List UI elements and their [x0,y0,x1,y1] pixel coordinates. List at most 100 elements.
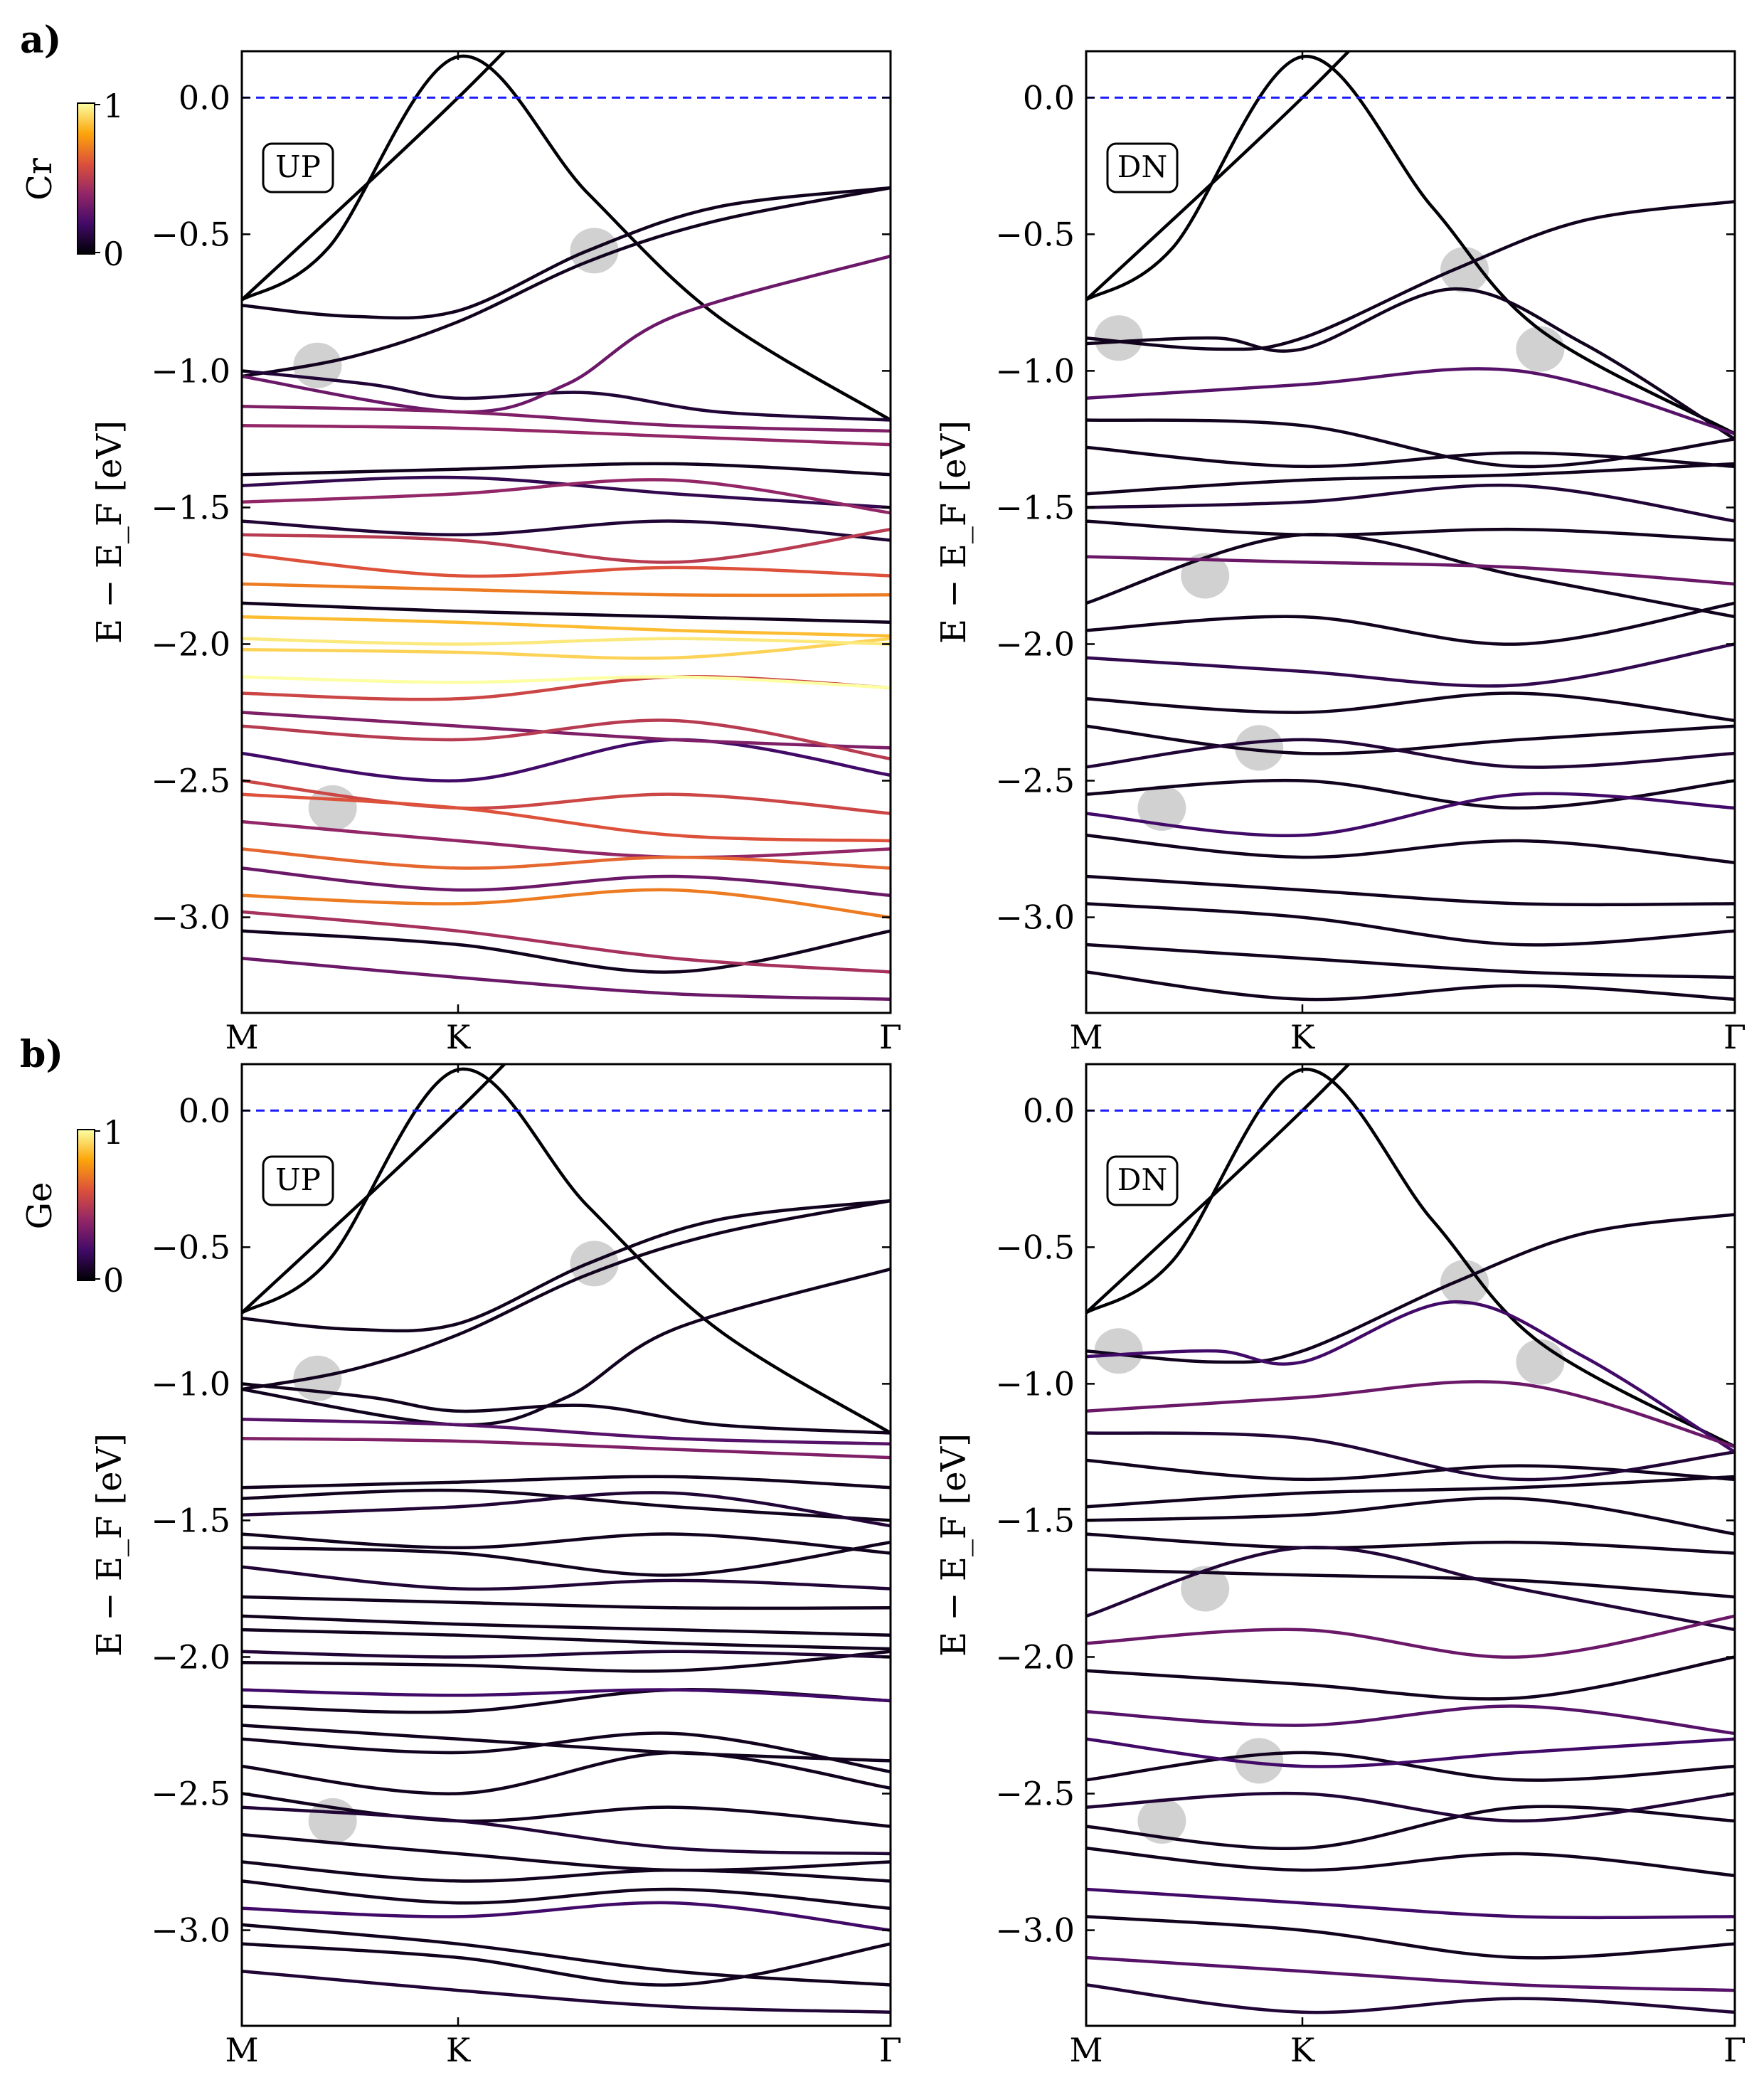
band-line [1086,1751,1735,1782]
band-line [242,601,891,625]
panel-b-spin-down: 0.0 −0.5 −1.0 −1.5 −2.0 −2.5 −3.0 M K Γ E − E_F [e… [934,1063,1746,2069]
highlight-marker [1516,326,1565,372]
band-line [1086,1532,1735,1555]
band-line [242,637,891,660]
highlight-marker [1181,553,1230,599]
band-line [1086,1655,1735,1701]
spin-label-box [262,1155,334,1206]
band-line [242,552,891,578]
y-tick-label: −1.5 [995,488,1075,526]
y-tick-label: −3.0 [151,898,230,937]
band-line [242,888,891,919]
band-line [1086,1458,1735,1482]
band-line [1086,642,1735,688]
band-line [242,51,507,302]
band-line [242,369,891,422]
band-line [242,186,891,378]
band-line [242,1724,891,1763]
band-line [242,1595,891,1610]
band-line [1086,1704,1735,1736]
band-line [1086,874,1735,907]
band-line [242,1688,891,1703]
band-line [1086,943,1735,979]
band-line [1086,555,1735,586]
x-tick-label-K: K [1290,1018,1316,1056]
x-tick-label-Γ: Γ [879,2031,902,2069]
plot-frame [240,1063,892,2027]
band-line [1086,691,1735,723]
y-tick-label: −2.5 [151,762,230,800]
band-line [242,615,891,638]
y-tick-label: −0.5 [151,215,230,253]
panel-letter-a: a) [20,18,61,62]
y-tick-label: −1.0 [995,1364,1075,1403]
y-tick-label: 0.0 [1023,78,1075,117]
band-line [242,910,891,974]
band-line [1086,200,1735,351]
band-line [1086,1545,1735,1632]
band-line [1086,55,1735,435]
y-axis-label: E − E_F [eV] [934,420,974,644]
band-line [242,1879,891,1911]
band-line [242,1491,891,1528]
y-axis-label: E − E_F [eV] [90,1433,129,1657]
band-line [242,1650,891,1659]
x-tick-label-M: M [1069,2031,1102,2069]
band-line [1086,1380,1735,1448]
band-line [242,1382,891,1435]
y-tick-label: −3.0 [151,1911,230,1950]
spin-label: DN [1117,149,1167,184]
band-line [242,582,891,598]
y-tick-label: −1.0 [151,1364,230,1403]
y-tick-label: −0.5 [995,1228,1075,1266]
y-tick-label: −2.5 [995,1775,1075,1813]
band-line [242,1199,891,1333]
band-line [242,1067,891,1435]
band-line [1086,1887,1735,1920]
x-tick-label-Γ: Γ [1723,1018,1746,1056]
band-line [1086,902,1735,947]
y-tick-label: −1.5 [995,1501,1075,1539]
band-line [1086,738,1735,769]
highlight-marker [1516,1339,1565,1385]
band-line [1086,462,1735,496]
band-line [1086,1568,1735,1599]
band-line [1086,1983,1735,2014]
band-line [242,1267,891,1427]
band-line [1086,519,1735,542]
y-tick-label: −1.5 [151,1501,230,1539]
colorbar-b-gradient [77,1129,95,1281]
band-line [1086,778,1735,810]
highlight-marker [1094,1328,1143,1374]
band-line [1086,970,1735,1002]
band-line [1086,287,1735,441]
colorbar-b-max-label: 1 [103,1113,124,1152]
y-tick-label: 0.0 [1023,1091,1075,1130]
band-line [1086,1300,1735,1454]
spin-label: UP [275,1162,321,1197]
band-line [1086,483,1735,523]
colorbar-a-element-label: Cr [20,158,60,201]
y-axis-label: E − E_F [eV] [934,1433,974,1657]
band-line [242,519,891,542]
band-line [242,423,891,447]
band-line [242,1614,891,1637]
band-line [1086,1847,1735,1878]
band-line [242,186,891,320]
band-line [1086,445,1735,469]
y-tick-label: −0.5 [151,1228,230,1266]
band-line [1086,1791,1735,1823]
band-line [242,1792,891,1828]
band-line [242,1650,891,1673]
highlight-marker [1137,785,1186,831]
band-line [242,718,891,761]
spin-label: DN [1117,1162,1167,1197]
band-line [242,54,891,422]
band-line [1086,418,1735,469]
y-tick-label: −1.5 [151,488,230,526]
band-line [242,929,891,974]
plot-frame [240,50,892,1014]
y-tick-label: −2.0 [151,625,230,663]
colorbar-a: 1 0 Cr [20,87,124,273]
band-line [242,1923,891,1987]
